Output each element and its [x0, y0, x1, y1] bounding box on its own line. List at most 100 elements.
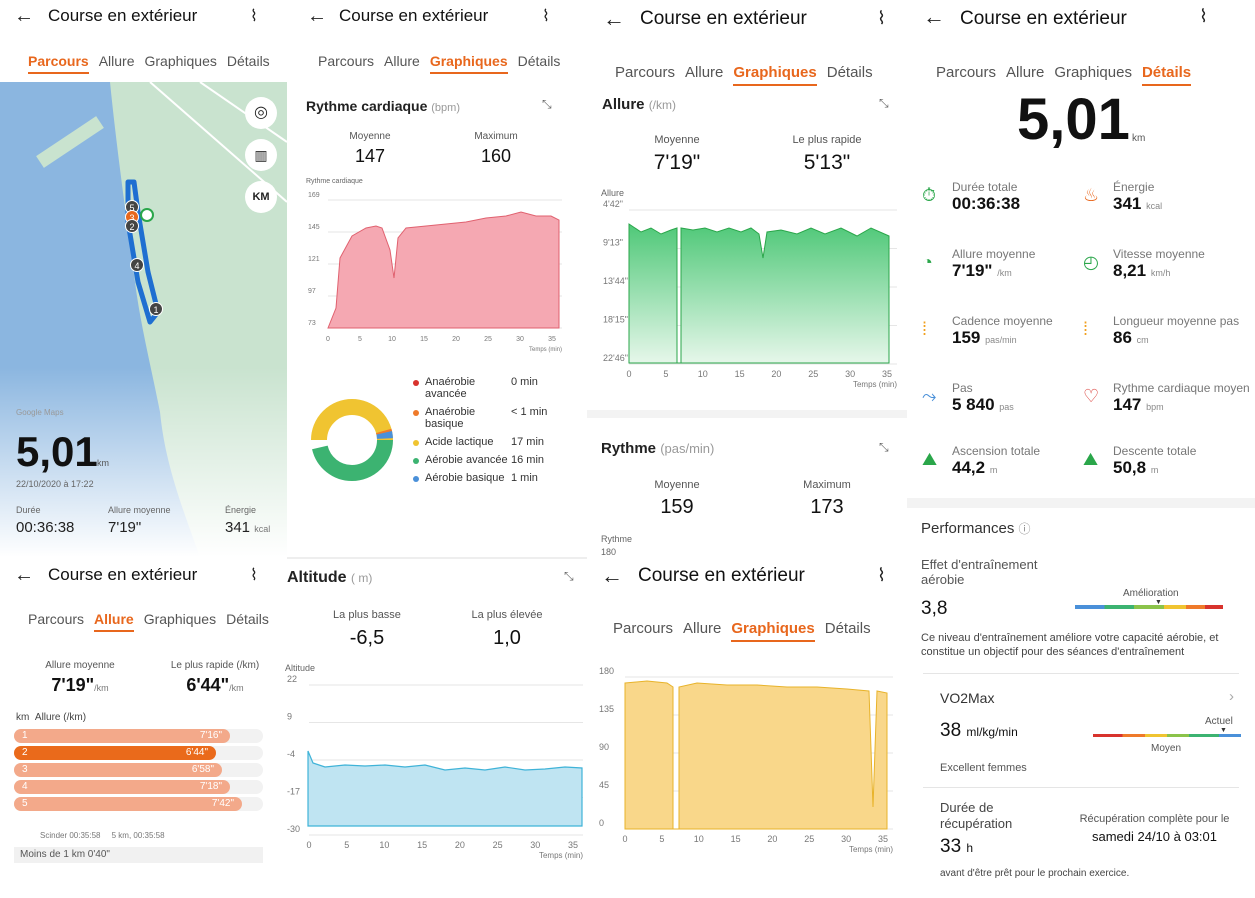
- actuel-label: Actuel: [1205, 716, 1233, 727]
- route-marker[interactable]: 4: [130, 258, 144, 272]
- tab-graphiques[interactable]: Graphiques: [143, 611, 217, 627]
- excellent-label: Excellent femmes: [940, 762, 1027, 774]
- tab-bar: Parcours Allure Graphiques Détails: [28, 53, 270, 74]
- tab-parcours[interactable]: Parcours: [318, 53, 375, 69]
- tab-details[interactable]: Détails: [824, 620, 871, 637]
- route-marker[interactable]: 1: [149, 302, 163, 316]
- x-tick-label: 35: [568, 840, 578, 850]
- x-tick-label: 5: [659, 834, 664, 844]
- axis-top-tick: 180: [601, 547, 617, 557]
- avg-value: 7'19": [653, 151, 701, 174]
- tab-parcours[interactable]: Parcours: [613, 620, 674, 637]
- tab-allure[interactable]: Allure: [683, 620, 722, 637]
- y-tick-label: 9: [287, 712, 292, 722]
- detail-item: Descente totale 50,8 m: [1113, 444, 1197, 477]
- axis-label: Rythme: [601, 534, 633, 544]
- section-title: Allure (/km): [602, 96, 677, 113]
- tab-graphiques[interactable]: Graphiques: [429, 53, 508, 74]
- effet-scale-bar: [1075, 605, 1223, 609]
- x-tick-label: 20: [455, 840, 465, 850]
- fast-value: 5'13": [803, 151, 851, 174]
- x-tick-label: 30: [841, 834, 851, 844]
- back-arrow-icon[interactable]: ←: [307, 5, 327, 27]
- back-arrow-icon[interactable]: ←: [14, 564, 34, 586]
- share-route-icon[interactable]: ⌇: [877, 8, 886, 28]
- detail-item: Vitesse moyenne 8,21 km/h: [1113, 247, 1205, 280]
- tab-allure[interactable]: Allure: [685, 64, 724, 81]
- zone-legend-item: Aérobie basique 1 min: [413, 472, 573, 484]
- share-route-icon[interactable]: ⌇: [1199, 6, 1208, 26]
- page-title: Course en extérieur: [960, 8, 1127, 29]
- tab-allure[interactable]: Allure: [98, 53, 135, 69]
- back-arrow-icon[interactable]: ←: [14, 5, 34, 27]
- x-tick-label: 15: [731, 834, 741, 844]
- back-arrow-icon[interactable]: ←: [603, 6, 625, 31]
- tab-bar: Parcours Allure Graphiques Détails: [615, 64, 873, 86]
- stopwatch-icon: ⏱: [922, 185, 937, 205]
- km-toggle-button[interactable]: KM: [245, 181, 277, 213]
- tab-parcours[interactable]: Parcours: [936, 64, 997, 81]
- x-tick-label: 5: [358, 336, 362, 343]
- expand-icon[interactable]: ⤡: [879, 440, 889, 454]
- share-route-icon[interactable]: ⌇: [250, 567, 258, 584]
- page-title: Course en extérieur: [48, 6, 198, 25]
- high-value: 1,0: [493, 627, 521, 649]
- tab-allure[interactable]: Allure: [384, 53, 420, 69]
- effet-label: Effet d'entraînement aérobie: [921, 557, 1038, 587]
- x-tick-label: 5: [663, 369, 668, 379]
- split-label: Scinder 00:35:58 5 km, 00:35:58: [40, 831, 165, 840]
- tab-details[interactable]: Détails: [226, 53, 270, 69]
- heart-rate-chart: 169 145 121 97 73 0 5 10 15 20 25 30 35 Temps (min): [308, 192, 562, 353]
- tab-details[interactable]: Détails: [826, 64, 873, 81]
- tab-details[interactable]: Détails: [226, 611, 269, 627]
- effet-description: Ce niveau d'entraînement améliore votre …: [921, 632, 1219, 658]
- energie-value: 341 kcal: [225, 519, 271, 536]
- pace-row[interactable]: 4 7'18": [14, 780, 230, 794]
- high-label: La plus élevée: [471, 609, 543, 621]
- x-tick-label: 5: [344, 840, 349, 850]
- axis-label: Allure: [601, 188, 625, 198]
- max-label: Maximum: [474, 131, 518, 142]
- tab-details[interactable]: Détails: [1141, 64, 1192, 86]
- x-tick-label: 10: [698, 369, 708, 379]
- page-title: Course en extérieur: [640, 8, 807, 29]
- tab-parcours[interactable]: Parcours: [615, 64, 676, 81]
- share-route-icon[interactable]: ⌇: [877, 565, 886, 585]
- tab-allure[interactable]: Allure: [94, 611, 134, 632]
- zone-donut-chart: [311, 399, 393, 481]
- expand-icon[interactable]: ⤡: [564, 569, 574, 583]
- map-layer-icon[interactable]: ▥: [245, 139, 277, 171]
- tab-parcours[interactable]: Parcours: [28, 611, 85, 627]
- chevron-right-icon[interactable]: ›: [1229, 688, 1234, 705]
- share-route-icon[interactable]: ⌇: [542, 8, 550, 25]
- tab-graphiques[interactable]: Graphiques: [731, 620, 815, 642]
- x-tick-label: 30: [845, 369, 855, 379]
- back-arrow-icon[interactable]: ←: [601, 563, 623, 588]
- locate-icon[interactable]: ◎: [245, 97, 277, 129]
- tab-allure[interactable]: Allure: [1006, 64, 1045, 81]
- detail-item: Longueur moyenne pas 86 cm: [1113, 314, 1240, 347]
- pace-row[interactable]: 5 7'42": [14, 797, 242, 811]
- route-map[interactable]: 5 3 2 4 1 ◎ ▥ KM Google Maps: [0, 82, 287, 557]
- tab-parcours[interactable]: Parcours: [28, 53, 89, 74]
- route-marker[interactable]: 2: [125, 219, 139, 233]
- expand-icon[interactable]: ⤡: [542, 97, 552, 111]
- amelioration-label: Amélioration: [1123, 588, 1179, 599]
- pace-row[interactable]: 2 6'44": [14, 746, 216, 760]
- pace-gauge-icon: ◔: [922, 252, 933, 272]
- share-route-icon[interactable]: ⌇: [250, 8, 258, 25]
- tab-graphiques[interactable]: Graphiques: [733, 64, 817, 86]
- pace-row[interactable]: 1 7'16": [14, 729, 230, 743]
- y-tick-label: 121: [308, 256, 320, 263]
- tab-graphiques[interactable]: Graphiques: [144, 53, 217, 69]
- expand-icon[interactable]: ⤡: [879, 96, 889, 110]
- tab-graphiques[interactable]: Graphiques: [1054, 64, 1132, 81]
- duree-label: Durée: [16, 505, 41, 515]
- back-arrow-icon[interactable]: ←: [923, 4, 945, 29]
- pace-row[interactable]: 3 6'58": [14, 763, 222, 777]
- distance-unit: km: [97, 458, 109, 468]
- tab-bar: Parcours Allure Graphiques Détails: [318, 53, 560, 74]
- tab-details[interactable]: Détails: [517, 53, 561, 69]
- fast-label: Le plus rapide: [792, 134, 862, 146]
- detail-item: Rythme cardiaque moyen 147 bpm: [1113, 381, 1250, 414]
